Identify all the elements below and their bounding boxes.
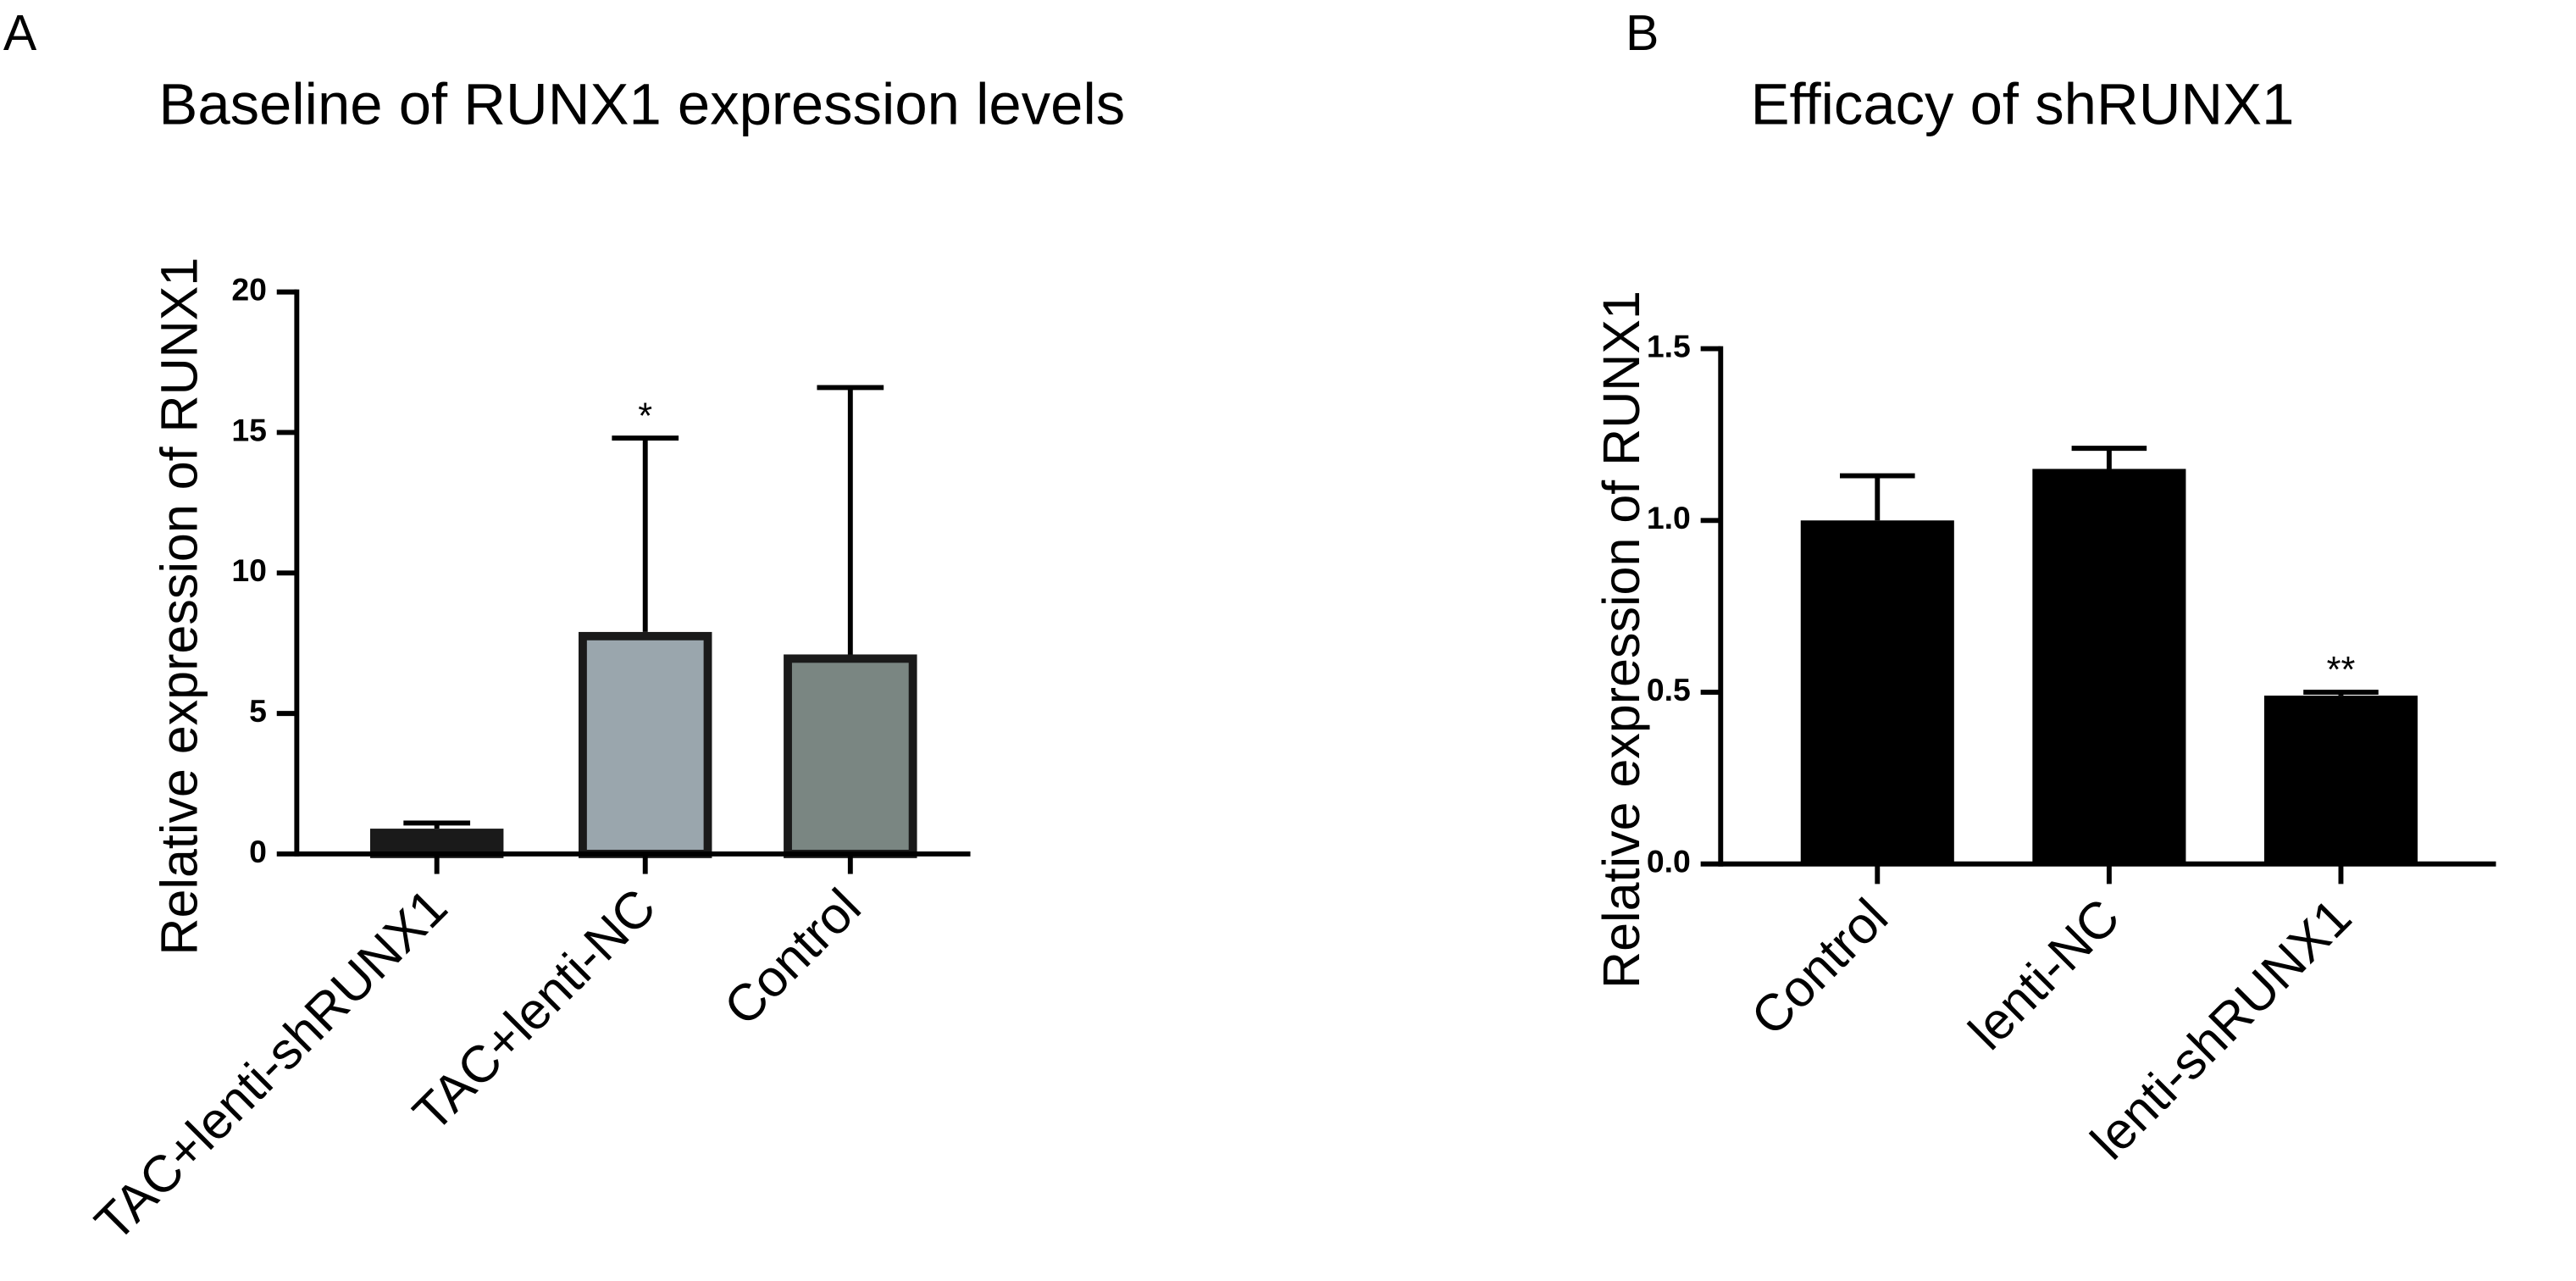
bar <box>784 654 917 858</box>
y-tick-label: 0 <box>249 834 267 869</box>
y-axis-label: Relative expression of RUNX1 <box>1593 291 1650 989</box>
y-axis-label: Relative expression of RUNX1 <box>151 258 208 956</box>
y-tick-label: 5 <box>249 693 267 729</box>
bar <box>1800 520 1954 864</box>
x-tick-label: TAC+lenti-shRUNX1 <box>84 878 458 1252</box>
y-tick-label: 10 <box>231 552 267 588</box>
panel-label: A <box>3 5 37 61</box>
panel-label: B <box>1626 5 1659 61</box>
y-tick-label: 0.5 <box>1647 672 1691 707</box>
chart-title: Baseline of RUNX1 expression levels <box>158 71 1125 136</box>
x-tick-label: Control <box>1740 888 1898 1046</box>
x-tick-label: Control <box>713 878 872 1036</box>
bar <box>369 829 504 858</box>
y-tick-label: 15 <box>231 412 267 447</box>
chart-title: Efficacy of shRUNX1 <box>1751 71 2295 136</box>
significance: * <box>638 396 652 436</box>
y-tick-label: 1.5 <box>1647 328 1691 363</box>
significance: ** <box>2327 650 2356 690</box>
y-tick-label: 1.0 <box>1647 500 1691 535</box>
bar <box>2032 469 2186 864</box>
x-tick-label: lenti-NC <box>1958 888 2130 1061</box>
y-tick-label: 20 <box>231 272 267 308</box>
bar <box>2263 696 2418 864</box>
y-tick-label: 0.0 <box>1647 844 1691 879</box>
bar <box>578 631 712 858</box>
